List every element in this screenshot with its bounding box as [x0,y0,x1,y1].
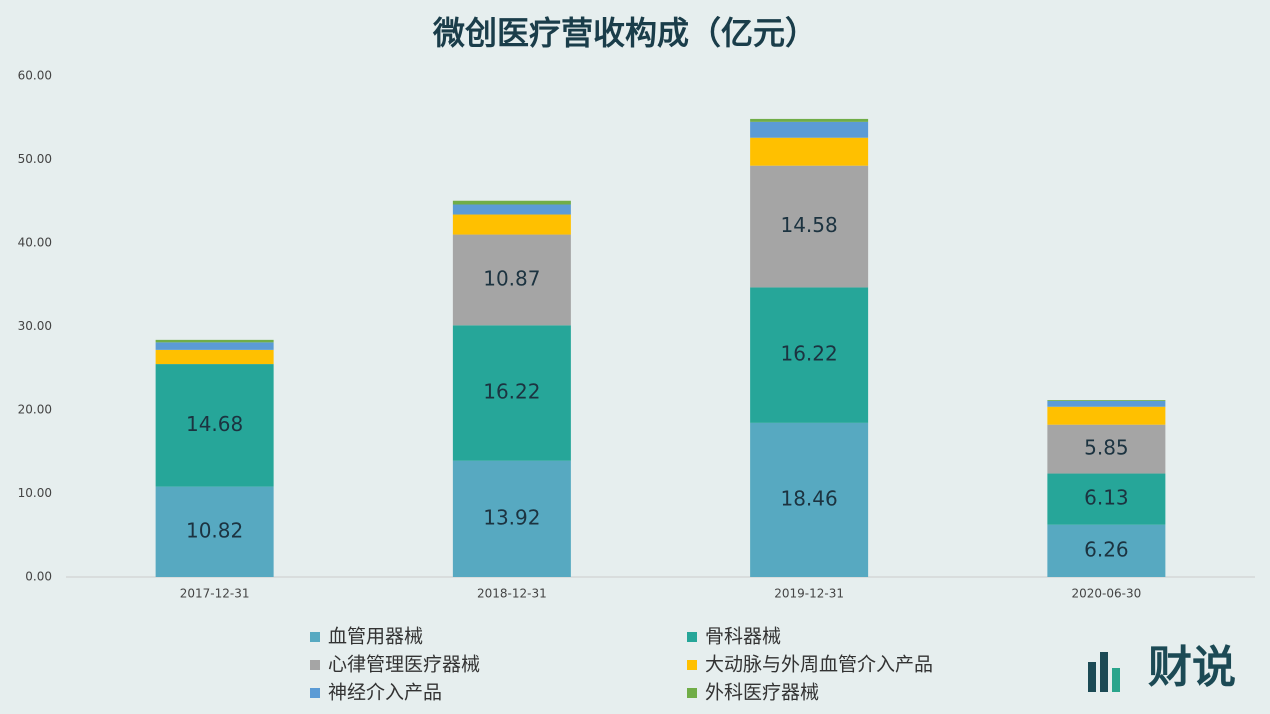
data-label: 16.22 [483,380,540,404]
logo-bar [1100,652,1108,692]
bar-segment [452,214,571,235]
bar-segment [452,234,571,326]
legend-swatch [310,660,320,670]
legend-label: 外科医疗器械 [705,682,819,704]
bar-segment [155,364,274,487]
data-label: 16.22 [780,342,837,366]
legend-label: 心律管理医疗器械 [328,654,480,676]
bar-segment [155,342,274,350]
y-tick-label: 0.00 [25,570,52,584]
data-label: 5.85 [1084,436,1129,460]
bar-segment [750,422,869,577]
data-label: 14.68 [186,412,243,436]
bar-segment [750,287,869,423]
bar-segment [1047,400,1166,401]
legend-swatch [310,632,320,642]
bar-segment [1047,524,1166,577]
x-tick-label: 2018-12-31 [477,587,547,601]
bar-segment [155,486,274,577]
legend-swatch [687,632,697,642]
legend-label: 大动脉与外周血管介入产品 [705,654,933,676]
bar-segment [155,339,274,343]
bar-segment [452,460,571,577]
bar-segment [155,349,274,365]
y-tick-label: 40.00 [18,236,52,250]
bar-segment [452,200,571,205]
bar-segment [1047,473,1166,525]
bar-segment [1047,406,1166,425]
chart-title: 微创医疗营收构成（亿元） [432,14,817,52]
x-tick-label: 2019-12-31 [774,587,844,601]
x-tick-label: 2020-06-30 [1072,587,1142,601]
bar-segment [750,165,869,288]
data-label: 14.58 [780,213,837,237]
logo-text: 财说 [1148,642,1236,693]
y-tick-label: 30.00 [18,319,52,333]
bar-segment [750,121,869,138]
y-tick-label: 50.00 [18,152,52,166]
logo-bar [1088,662,1096,692]
legend-label: 神经介入产品 [328,682,442,704]
data-label: 10.82 [186,518,243,542]
x-tick-label: 2017-12-31 [180,587,250,601]
bar-segment [750,137,869,166]
legend-swatch [687,660,697,670]
legend-label: 骨科器械 [705,626,781,648]
y-tick-label: 60.00 [18,69,52,83]
bar-segment [1047,424,1166,474]
y-tick-label: 20.00 [18,403,52,417]
y-tick-label: 10.00 [18,486,52,500]
bar-segment [750,118,869,122]
legend-label: 血管用器械 [328,626,423,648]
bar-segment [452,325,571,461]
data-label: 13.92 [483,505,540,529]
bar-segment [452,204,571,215]
legend-swatch [310,688,320,698]
logo-bar [1112,668,1120,692]
data-label: 6.13 [1084,486,1129,510]
legend-swatch [687,688,697,698]
logo: 财说 [1088,642,1236,693]
data-label: 18.46 [780,486,837,510]
bar-segment [1047,400,1166,407]
data-label: 6.26 [1084,537,1129,561]
data-label: 10.87 [483,266,540,290]
